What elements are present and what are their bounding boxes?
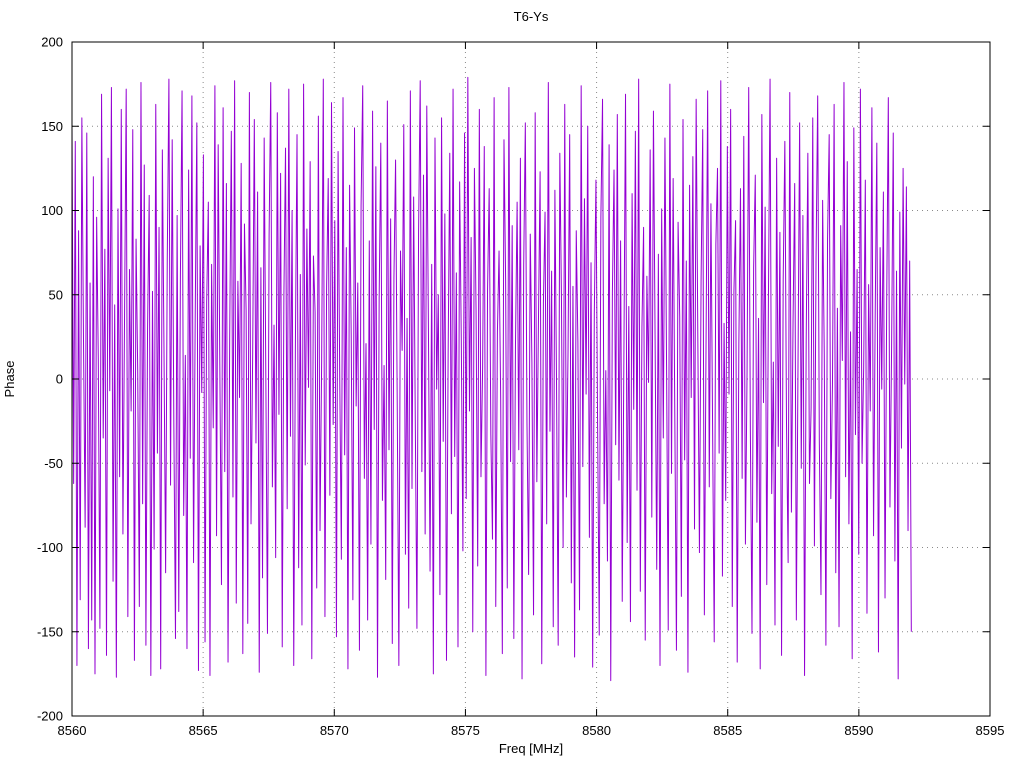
x-tick-label: 8585 (713, 723, 742, 738)
y-tick-label: 50 (49, 287, 63, 302)
x-tick-label: 8590 (844, 723, 873, 738)
trace-layer (71, 76, 912, 682)
tick-label-layer: 8560 8565 8570 8575 8580 8585 8590 8595 -200 -150… (37, 35, 1004, 739)
x-axis-label: Freq [MHz] (499, 741, 563, 756)
x-tick-label: 8595 (976, 723, 1005, 738)
y-tick-label: -150 (37, 624, 63, 639)
chart-title: T6-Ys (514, 9, 549, 24)
y-tick-label: -50 (44, 456, 63, 471)
y-tick-label: 0 (56, 372, 63, 387)
y-tick-label: 100 (41, 203, 63, 218)
x-tick-label: 8580 (582, 723, 611, 738)
x-tick-label: 8560 (58, 723, 87, 738)
y-axis-label: Phase (2, 361, 17, 398)
y-tick-label: 150 (41, 119, 63, 134)
y-tick-label: -200 (37, 709, 63, 724)
tick-layer (71, 41, 991, 717)
y-tick-label: -100 (37, 540, 63, 555)
phase-trace (71, 76, 912, 682)
x-tick-label: 8575 (451, 723, 480, 738)
y-tick-label: 200 (41, 35, 63, 50)
x-tick-label: 8565 (189, 723, 218, 738)
x-tick-label: 8570 (320, 723, 349, 738)
